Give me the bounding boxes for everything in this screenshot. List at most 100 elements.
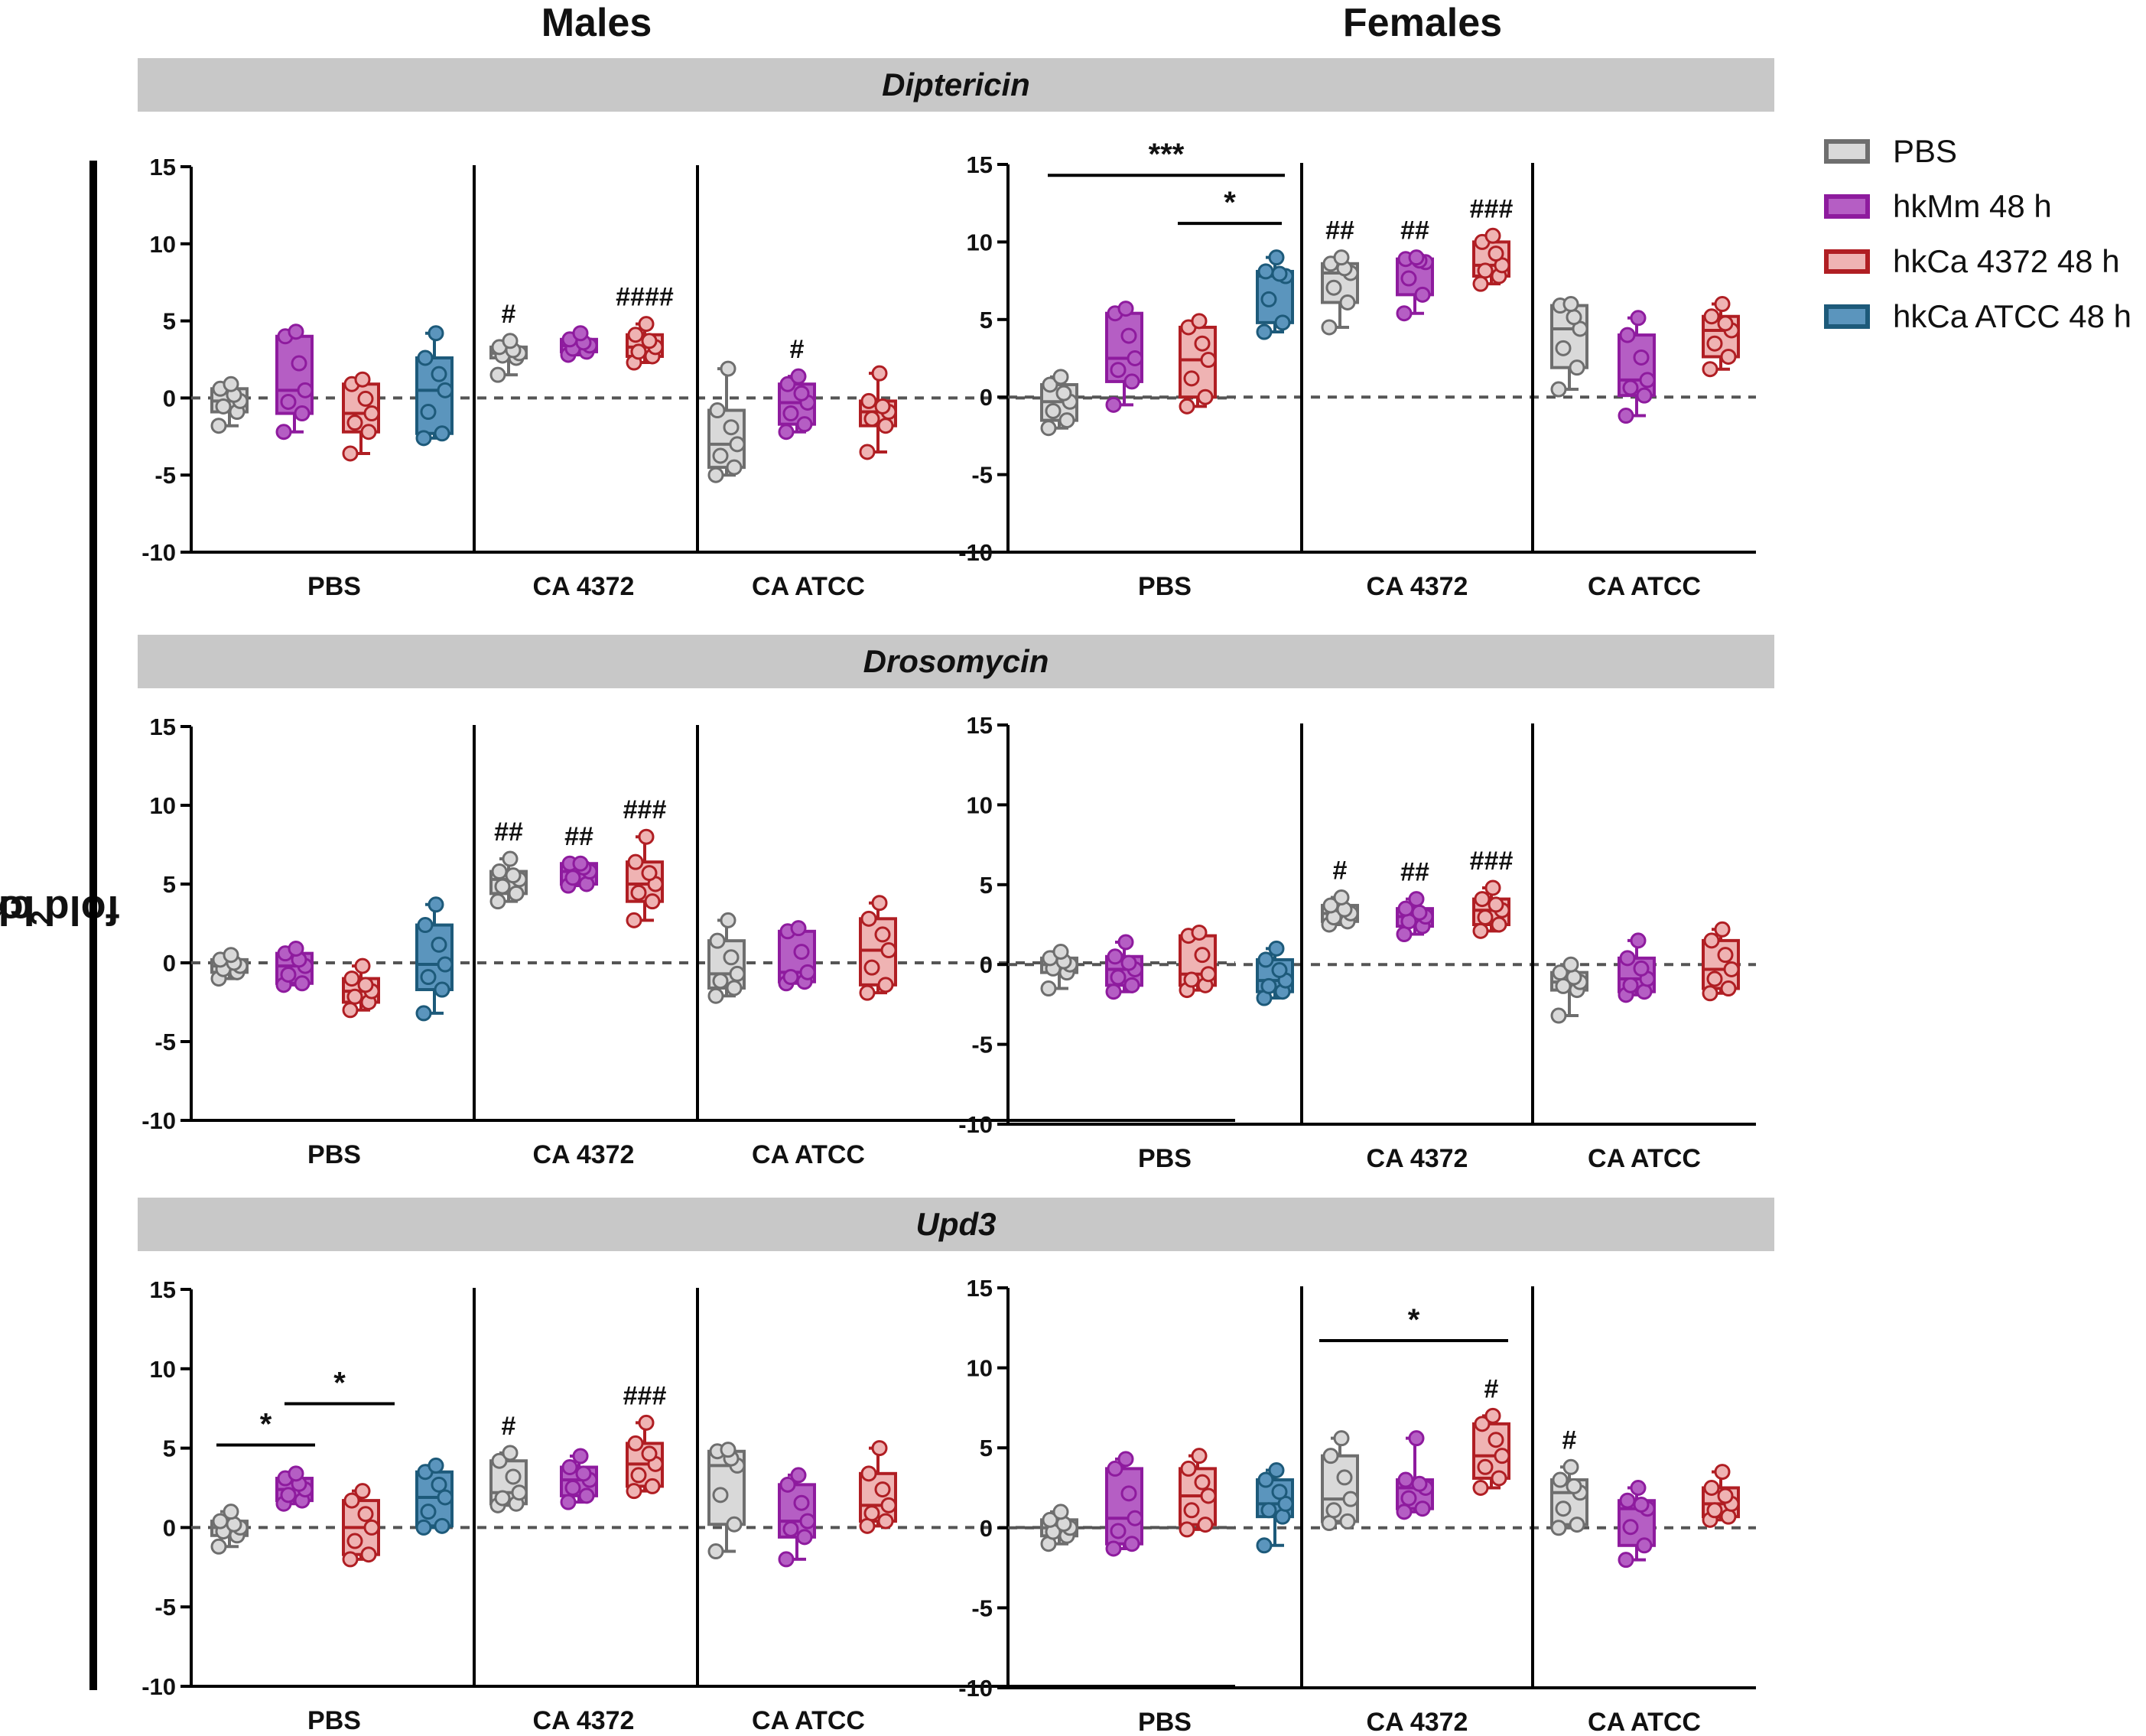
data-point [363,1519,380,1536]
group-label: CA 4372 [1367,1708,1468,1736]
data-point [782,969,799,986]
data-point [1566,969,1582,986]
box-ca-atcc-2 [1702,921,1740,1002]
data-point [1052,943,1069,960]
data-point [437,1489,454,1506]
legend-label-hkmm: hkMm 48 h [1893,188,2052,224]
y-tick-label: 15 [967,712,993,739]
data-point [1040,420,1057,437]
data-point [1110,969,1127,986]
data-point [1127,350,1143,366]
data-point [1408,891,1425,908]
data-point [1720,348,1737,365]
data-point [644,893,661,910]
box-pbs-2 [342,1483,380,1568]
data-point [1194,1474,1211,1491]
box-ca-atcc-0 [707,1442,746,1560]
box-pbs-2 [1179,924,1217,999]
data-point [343,1492,360,1509]
data-point [1194,947,1211,964]
data-point [1622,379,1639,396]
y-tick-label: 10 [967,792,993,818]
data-point [428,1457,444,1474]
data-point [1336,1469,1353,1486]
box-ca-atcc-1 [1618,1480,1656,1569]
y-tick-label: 10 [967,229,993,255]
data-point [360,424,377,441]
data-point [1042,1511,1058,1528]
data-point [630,343,647,360]
data-point [874,1481,891,1498]
data-point [726,980,743,996]
data-point [1562,296,1579,313]
data-point [1400,1490,1417,1507]
significance-hash: ## [1325,216,1354,245]
y-tick-label: 5 [163,1435,176,1462]
data-point [859,984,876,1001]
data-point [1714,296,1731,313]
data-point [1474,1416,1491,1432]
data-point [1260,1502,1277,1519]
data-point [1477,909,1494,926]
data-point [578,1487,595,1504]
data-point [1552,1471,1569,1488]
data-point [863,411,880,427]
data-point [489,366,506,383]
data-point [494,1490,511,1507]
significance-hash: # [502,300,516,329]
data-point [434,1517,450,1534]
box-pbs-2 [342,371,380,462]
data-point [1408,1430,1425,1447]
box-ca-atcc-1 [1618,932,1656,1003]
data-point [860,910,877,927]
y-tick-label: 0 [980,1515,993,1542]
y-tick-label: -10 [958,1111,993,1138]
significance-hash: # [1562,1426,1577,1455]
y-tick-label: 15 [150,1276,176,1303]
legend-swatch-hkca4372 [1824,249,1870,274]
box-ca-4372-2 [1472,227,1510,292]
data-point [1408,249,1425,266]
data-point [502,333,519,349]
data-point [877,1513,894,1530]
data-point [871,1440,888,1457]
y-tick-label: 10 [150,792,176,819]
data-point [346,1533,363,1549]
data-point [1339,294,1356,310]
panel-upd3-females: 15 10 5 0 -5 -10 PBS CA 4372 CA ATCC # # * [958,1275,1756,1736]
data-point [1110,362,1127,379]
data-point [1179,1521,1195,1538]
data-point [1414,286,1431,303]
box-pbs-3 [415,896,454,1022]
data-point [1123,977,1140,993]
data-point [1117,934,1134,951]
data-point [1723,961,1740,977]
group-label: CA ATCC [1588,1144,1701,1173]
significance-hash: ## [564,822,593,851]
data-point [226,1516,242,1533]
data-point [1494,1448,1510,1465]
group-label: CA 4372 [1367,1144,1468,1173]
y-tick-label: 10 [150,231,176,258]
data-point [1197,388,1214,405]
box-ca-atcc-1 [778,1467,816,1568]
data-point [1717,947,1734,964]
group-label: CA ATCC [1588,1708,1701,1736]
significance-hash: ### [1470,194,1514,223]
data-point [1271,265,1288,282]
box-pbs-0 [1040,1504,1078,1552]
significance-hash: ## [494,818,523,847]
significance-hash: # [1333,857,1348,886]
data-point [431,366,447,382]
data-point [877,977,894,993]
y-tick-label: 15 [150,154,176,180]
data-point [1414,1500,1431,1517]
data-point [1474,891,1491,908]
data-point [644,1478,661,1494]
data-point [417,917,434,934]
legend-swatch-hkcaatcc [1824,304,1870,329]
data-point [1636,1537,1653,1554]
data-point [1639,372,1656,388]
data-point [1491,916,1507,933]
